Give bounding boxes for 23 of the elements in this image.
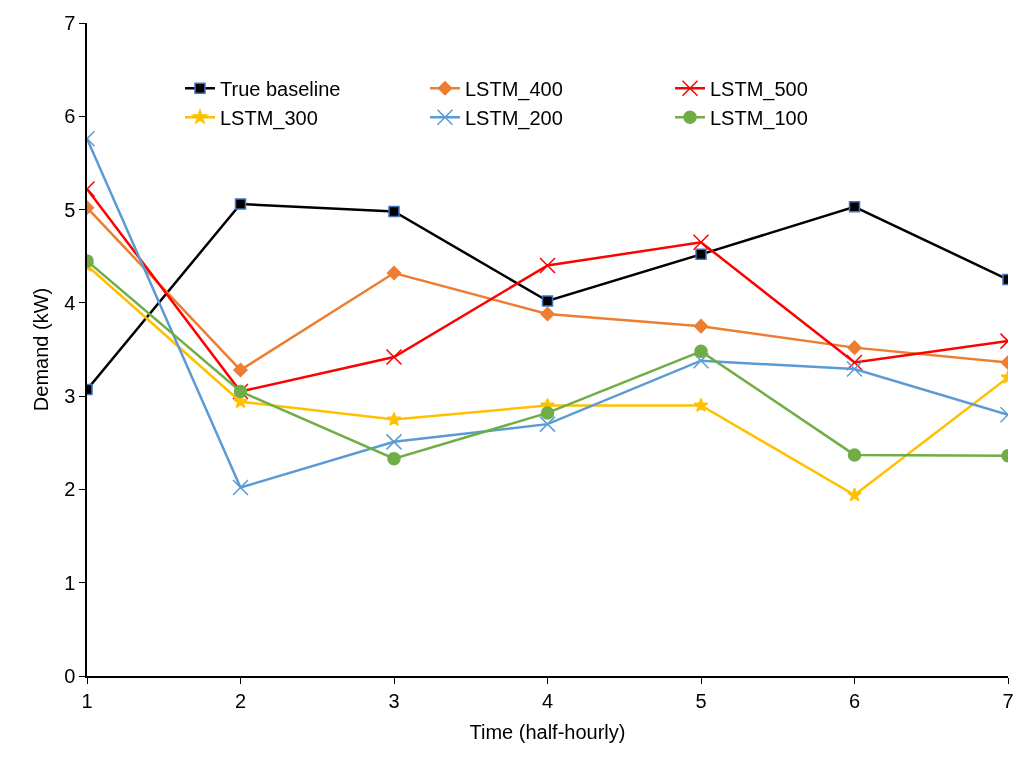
y-tick-label: 2 [64, 478, 76, 501]
x-tick-label: 4 [541, 689, 554, 712]
x-tick-label: 3 [388, 689, 400, 712]
y-tick-label: 0 [64, 665, 76, 687]
y-tick-label: 6 [64, 105, 76, 128]
legend-label: LSTM_300 [220, 107, 318, 131]
y-axis-title: Demand (kW) [30, 287, 53, 412]
x-axis-title: Time (half-hourly) [469, 720, 626, 743]
x-tick-label: 1 [81, 689, 93, 712]
legend-label: LSTM_400 [465, 78, 563, 102]
y-tick-label: 5 [64, 198, 76, 221]
legend-label: True baseline [220, 78, 341, 101]
x-tick-label: 7 [1002, 689, 1014, 712]
x-tick-label: 6 [848, 689, 861, 712]
y-tick-label: 7 [64, 12, 76, 34]
y-tick-label: 1 [64, 571, 76, 594]
y-tick-label: 3 [64, 385, 76, 408]
x-tick-label: 5 [695, 689, 707, 712]
y-tick-label: 4 [64, 291, 76, 314]
legend-label: LSTM_200 [465, 107, 563, 131]
legend-label: LSTM_500 [710, 78, 808, 102]
legend-label: LSTM_100 [710, 107, 808, 131]
x-tick-label: 2 [234, 689, 247, 712]
